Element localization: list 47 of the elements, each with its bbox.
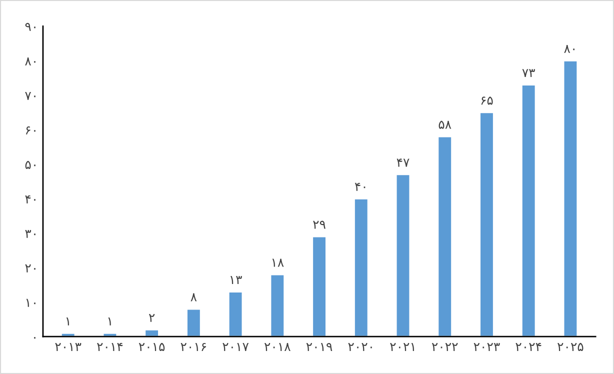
data-label: ۷۳ (522, 69, 535, 78)
x-tick-label: ۲۰۱۷ (222, 343, 249, 351)
x-tick-label: ۲۰۱۸ (264, 343, 290, 351)
data-label: ۴۷ (396, 158, 410, 167)
x-tick-label: ۲۰۲۱ (390, 343, 414, 351)
y-tick-label: ۹۰ (25, 22, 36, 31)
y-tick-label: ۵۰ (25, 160, 36, 169)
y-tick-label: ۴۰ (25, 195, 36, 204)
bar (395, 174, 411, 337)
y-tick-label: ۱۰ (26, 298, 36, 307)
bar (354, 198, 369, 337)
bar (270, 274, 286, 337)
x-tick-label: ۲۰۲۳ (474, 343, 500, 351)
x-tick-label: ۲۰۲۲ (432, 343, 458, 351)
x-tick-label: ۲۰۱۳ (55, 343, 82, 351)
bar (186, 308, 202, 337)
y-tick-label: ۶۰ (26, 126, 36, 134)
x-tick-label: ۲۰۲۰ (348, 343, 372, 351)
bar (520, 84, 536, 337)
bar (562, 60, 578, 337)
y-tick-label: ۸۰ (25, 57, 36, 66)
bar (228, 291, 244, 337)
data-label: ۶۵ (481, 96, 493, 105)
x-tick-label: ۲۰۲۵ (558, 342, 584, 352)
x-tick-label: ۲۰۱۵ (138, 342, 165, 352)
data-label: ۲ (148, 314, 155, 322)
x-tick-label: ۲۰۲۴ (516, 342, 542, 351)
bar (312, 236, 327, 337)
y-tick-label: ۲۰ (25, 264, 36, 272)
data-label: ۸ (190, 293, 197, 302)
data-label: ۱ (108, 317, 111, 326)
data-label: ۴۰ (354, 182, 366, 191)
x-tick-label: ۲۰۱۶ (180, 342, 206, 351)
bar (144, 329, 160, 337)
data-label: ۱ (66, 317, 70, 326)
data-label: ۸۰ (564, 44, 574, 53)
bar (479, 112, 494, 337)
y-tick-label: ۰ (34, 337, 36, 339)
data-label: ۱۳ (230, 276, 242, 284)
bar (437, 136, 452, 337)
data-label: ۵۸ (438, 120, 452, 129)
data-label: ۲۹ (313, 220, 326, 229)
x-tick-label: ۲۰۱۴ (97, 342, 123, 351)
y-tick-label: ۳۰ (25, 230, 36, 238)
x-tick-label: ۲۰۱۹ (306, 342, 332, 351)
y-tick-label: ۷۰ (25, 92, 36, 100)
data-label: ۱۸ (272, 258, 284, 267)
